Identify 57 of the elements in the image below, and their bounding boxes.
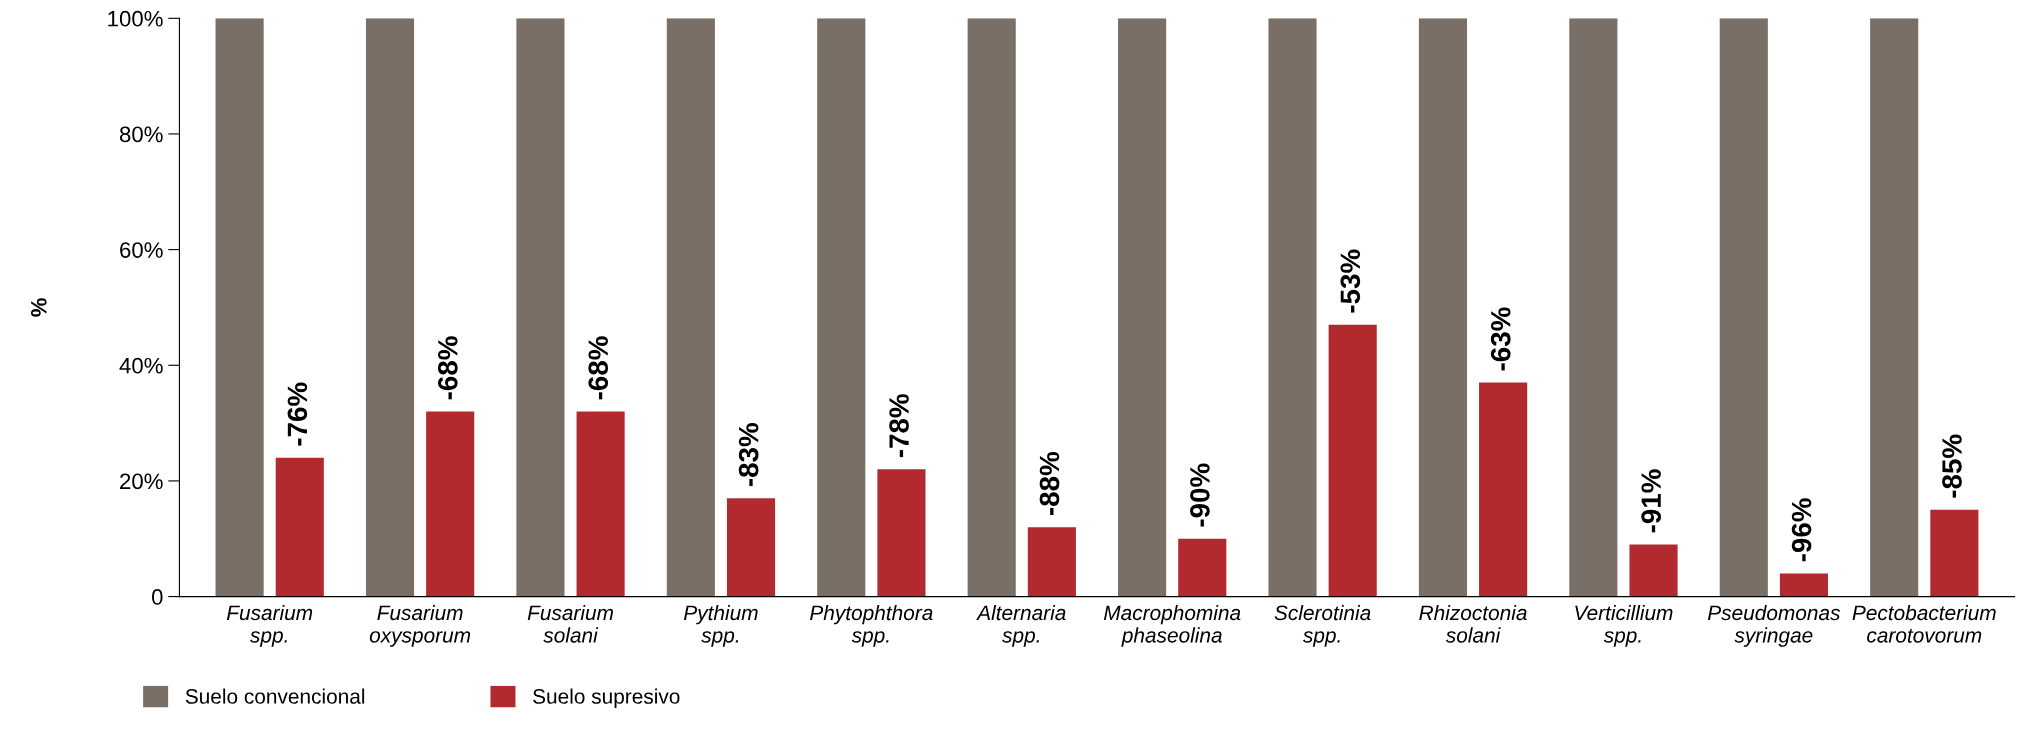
annotation: -68% [588,336,609,400]
bar [1870,18,1919,597]
y-tick-label: 100% [108,10,163,27]
annotation: -78% [889,394,909,458]
bar [1479,382,1528,597]
legend-label: Suelo supresivo [533,688,680,708]
x-tick-label: Fusarium solani [527,604,613,643]
bar [426,411,475,597]
x-tick-label: Macrophomina phaseolina [1103,604,1241,647]
annotation: -83% [738,423,759,487]
legend-label: Suelo convencional [185,688,365,704]
x-tick-label: Fusarium spp. [226,604,313,647]
x-tick-label: Phytophthora spp. [810,604,933,647]
bar [1569,18,1618,597]
y-tick-label: 20% [120,473,163,490]
bar [666,18,715,597]
annotation: -85% [1942,434,1962,498]
annotation: -90% [1190,463,1210,527]
annotation: -76% [287,382,308,446]
bar [1418,18,1468,597]
y-tick-label: 40% [119,357,163,374]
bar [967,18,1016,597]
bar [1268,18,1317,597]
bar [1118,18,1167,597]
bar [275,457,324,597]
annotation: -53% [1340,249,1361,313]
bar [516,18,565,597]
x-tick-label: Pectobacterium carotovorum [1852,604,1996,643]
annotation: -96% [1791,498,1812,562]
x-tick-label: Pythium spp. [683,604,758,647]
bar [726,498,776,597]
bar [1328,324,1377,597]
x-tick-label: Sclerotinia spp. [1274,604,1371,647]
bar [1629,544,1678,597]
annotation: -63% [1490,307,1511,371]
bar [365,18,415,597]
x-tick-label: Verticillium spp. [1575,604,1673,647]
bar [877,469,926,597]
x-tick-label: Alternaria spp. [976,604,1066,647]
y-tick-label: 60% [120,242,163,258]
bar [1027,527,1076,597]
x-tick-label: Pseudomonas syringae [1707,604,1841,647]
bar [817,18,866,597]
annotation: -91% [1641,469,1661,533]
bar [1930,509,1979,597]
y-tick-label: 0 [151,589,163,605]
bar [1719,18,1768,597]
annotation: -68% [437,336,458,400]
x-tick-label: Fusarium oxysporum [369,604,471,647]
y-axis-title: % [31,298,47,317]
bar [1178,538,1227,597]
bar [215,18,264,597]
bar [576,411,625,597]
annotation: -88% [1039,451,1060,515]
x-tick-label: Rhizoctonia solani [1419,604,1527,643]
bar [1779,573,1829,597]
y-tick-label: 80% [119,126,163,143]
